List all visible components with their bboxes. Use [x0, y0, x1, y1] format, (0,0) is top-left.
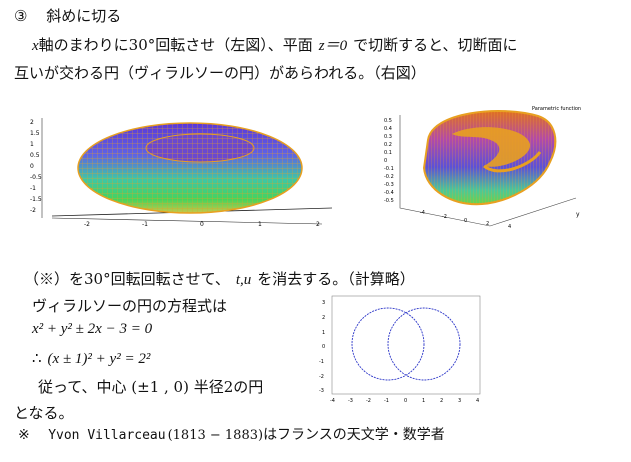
svg-text:0: 0 [384, 158, 387, 164]
svg-text:0.1: 0.1 [384, 150, 392, 156]
svg-text:-1: -1 [319, 359, 324, 365]
torus-cut-figure: Parametric function 0.5 0.4 0.3 0.2 0.1 … [384, 106, 581, 230]
svg-text:1: 1 [422, 398, 425, 404]
svg-text:1: 1 [322, 330, 325, 336]
svg-text:-0.2: -0.2 [384, 174, 394, 180]
left-axis-ticks: 2 1.5 1 0.5 0 -0.5 -1 -1.5 -2 [30, 119, 42, 214]
footnote-years: (1813 − 1883) [167, 428, 264, 443]
svg-text:2: 2 [322, 315, 325, 321]
svg-text:0: 0 [404, 398, 407, 404]
svg-text:-2: -2 [30, 207, 36, 214]
derivation-line-2: ヴィラルソーの円の方程式は [32, 297, 228, 315]
svg-text:2: 2 [316, 221, 320, 228]
svg-text:0: 0 [200, 221, 204, 228]
svg-text:-2: -2 [442, 214, 447, 220]
svg-text:-1.5: -1.5 [30, 196, 42, 203]
footnote-marker: ※ [18, 427, 30, 443]
svg-text:-1: -1 [142, 221, 148, 228]
derivation-line-6: となる。 [14, 404, 74, 422]
villarceau-circles-figure: -4 -3 -2 -1 0 1 2 3 4 3 2 1 0 -1 -2 -3 [319, 295, 481, 404]
svg-text:2: 2 [440, 398, 443, 404]
svg-text:0.5: 0.5 [384, 118, 392, 124]
intro-line-1: x軸のまわりに30°回転させ（左図）、平面 z＝0 で切断すると、切断面に [32, 36, 518, 54]
svg-text:4: 4 [508, 224, 511, 230]
svg-text:0.3: 0.3 [384, 134, 392, 140]
svg-text:4: 4 [476, 398, 479, 404]
svg-text:0.2: 0.2 [384, 142, 392, 148]
svg-text:2: 2 [30, 119, 34, 126]
right-figure-title: Parametric function [532, 106, 581, 112]
section-marker: ③ [14, 7, 28, 25]
svg-text:-0.5: -0.5 [30, 174, 42, 181]
svg-text:-0.3: -0.3 [384, 182, 394, 188]
section-title: 斜めに切る [46, 7, 122, 25]
svg-text:-1: -1 [30, 185, 36, 192]
svg-text:-3: -3 [348, 398, 353, 404]
villarceau-circle-right [387, 307, 461, 381]
circle-x-ticks: -4 -3 -2 -1 0 1 2 3 4 [330, 398, 479, 404]
svg-text:1: 1 [30, 141, 34, 148]
svg-text:0: 0 [30, 163, 34, 170]
svg-text:-0.5: -0.5 [384, 198, 394, 204]
equation-1: x² + y² ± 2x − 3 = 0 [32, 321, 153, 337]
svg-text:-2: -2 [84, 221, 90, 228]
svg-text:-3: -3 [319, 388, 324, 394]
svg-text:-4: -4 [420, 210, 425, 216]
svg-text:0: 0 [464, 218, 467, 224]
svg-text:-2: -2 [319, 374, 324, 380]
footnote-rest: はフランスの天文学・数学者 [263, 427, 445, 443]
svg-text:0.4: 0.4 [384, 126, 392, 132]
left-bottom-ticks: -2 -1 0 1 2 [84, 221, 320, 228]
svg-text:2: 2 [486, 221, 489, 227]
torus-body [77, 122, 303, 214]
svg-text:3: 3 [322, 300, 325, 306]
right-bottom-ticks: -4 -2 0 2 4 [420, 210, 511, 230]
circle-y-ticks: 3 2 1 0 -1 -2 -3 [319, 300, 325, 394]
right-axis-ticks: 0.5 0.4 0.3 0.2 0.1 0 -0.1 -0.2 -0.3 -0.… [384, 118, 394, 204]
svg-text:1.5: 1.5 [30, 130, 40, 137]
derivation-line-1: （※）を30°回転回転させて、 t,u を消去する。（計算略） [24, 270, 415, 288]
svg-text:1: 1 [258, 221, 262, 228]
villarceau-circle-left [351, 307, 425, 381]
svg-text:3: 3 [458, 398, 461, 404]
section-heading: ③ 斜めに切る [14, 5, 121, 26]
svg-text:-4: -4 [330, 398, 335, 404]
svg-text:0: 0 [322, 344, 325, 350]
svg-text:-1: -1 [384, 398, 389, 404]
intro-line-2: 互いが交わる円（ヴィラルソーの円）があらわれる。（右図） [14, 64, 426, 82]
svg-text:-0.1: -0.1 [384, 166, 394, 172]
footnote-name: Yvon Villarceau [48, 428, 166, 443]
svg-text:0.5: 0.5 [30, 152, 40, 159]
derivation-line-5: 従って、中心 (±1 , 0) 半径2の円 [38, 378, 264, 396]
torus-left-figure: 2 1.5 1 0.5 0 -0.5 -1 -1.5 -2 -2 -1 0 1 … [30, 118, 333, 228]
right-side-label: y [576, 211, 580, 218]
equation-2: ∴ (x ± 1)² + y² = 2² [32, 349, 151, 367]
svg-text:-2: -2 [366, 398, 371, 404]
footnote: ※ Yvon Villarceau (1813 − 1883)はフランスの天文学・… [18, 424, 445, 444]
cut-torus-body [422, 110, 557, 206]
svg-text:-0.4: -0.4 [384, 190, 394, 196]
